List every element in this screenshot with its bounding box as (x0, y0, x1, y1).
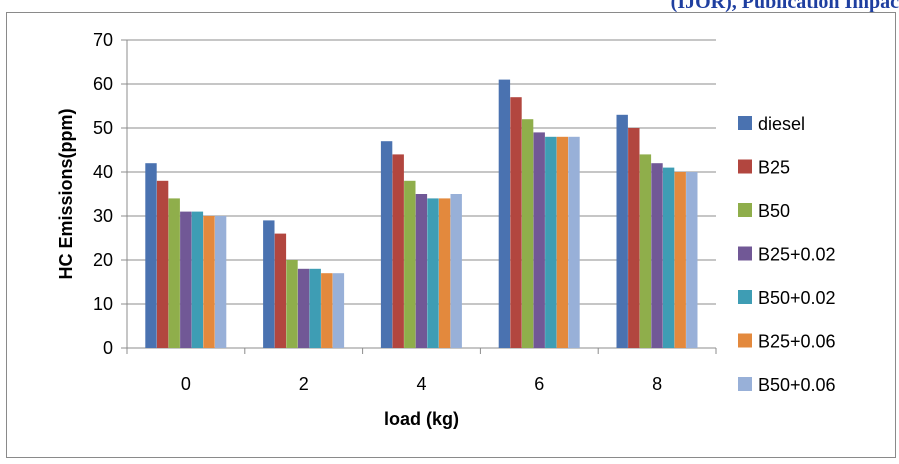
legend-swatch (738, 333, 752, 348)
legend-swatch (738, 203, 752, 217)
bar-B50-4 (404, 180, 416, 348)
bar-B50-0 (168, 198, 180, 348)
x-tick-label: 4 (416, 374, 426, 394)
legend-label: B25 (758, 158, 790, 178)
bar-B50+0.02-2 (309, 268, 321, 348)
x-tick-label: 0 (181, 374, 191, 394)
page-header-fragment: (IJOR), Publication Impac (670, 0, 899, 13)
bar-B25+0.02-2 (297, 268, 310, 348)
bar-B50+0.02-6 (545, 136, 557, 348)
y-tick-label: 30 (93, 206, 113, 226)
bar-B50+0.06-0 (214, 216, 227, 348)
bar-B25-6 (510, 97, 522, 348)
y-tick-label: 40 (93, 162, 113, 182)
bar-B25-8 (628, 128, 640, 348)
bar-B25+0.06-0 (203, 216, 215, 348)
legend-label: diesel (758, 114, 805, 134)
bar-B25-4 (392, 154, 404, 348)
bar-B25+0.06-6 (556, 136, 569, 348)
y-tick-label: 70 (93, 30, 113, 50)
y-tick-label: 0 (103, 338, 113, 358)
legend-label: B50+0.02 (758, 288, 836, 308)
bar-B50-2 (286, 260, 298, 348)
bar-B50+0.06-4 (450, 194, 462, 348)
bar-B50+0.02-0 (191, 211, 204, 348)
bars (145, 79, 698, 348)
bar-B25+0.02-6 (533, 132, 545, 348)
y-tick-label: 10 (93, 294, 113, 314)
y-axis-title: HC Emissions(ppm) (56, 108, 76, 279)
legend-swatch (738, 116, 752, 130)
bar-B50+0.06-2 (332, 273, 345, 348)
x-tick-labels: 0 2 4 6 8 (181, 374, 662, 394)
legend-swatch (738, 159, 752, 174)
bar-diesel-8 (616, 114, 628, 348)
bar-B25-2 (274, 233, 287, 348)
x-tick-label: 6 (534, 374, 544, 394)
y-tick-label: 60 (93, 74, 113, 94)
bar-B50-8 (639, 154, 652, 348)
bar-diesel-4 (380, 141, 393, 348)
bar-B25+0.06-8 (674, 172, 686, 348)
chart-frame (6, 12, 896, 458)
bar-B50+0.02-8 (662, 167, 675, 348)
y-tick-labels: 0 10 20 30 40 50 60 70 (93, 30, 113, 358)
x-tick-label: 8 (652, 374, 662, 394)
legend-label: B25+0.06 (758, 332, 836, 352)
y-tick-label: 20 (93, 250, 113, 270)
bar-B50+0.06-6 (568, 136, 580, 348)
bar-B25+0.06-4 (438, 198, 451, 348)
bar-B25+0.06-2 (321, 273, 333, 348)
legend-swatch (738, 377, 752, 391)
legend-label: B50+0.06 (758, 375, 836, 395)
bar-diesel-0 (145, 163, 157, 348)
bar-diesel-2 (263, 220, 275, 348)
legend-label: B50 (758, 201, 790, 221)
bar-diesel-6 (498, 79, 511, 348)
bar-B50+0.06-8 (686, 172, 698, 348)
x-axis-title: load (kg) (384, 409, 459, 429)
legend: diesel B25 B50 B25+0.02 B50+0.02 B25+0.06 B50+… (738, 114, 836, 395)
legend-swatch (738, 290, 752, 304)
bar-B25+0.02-0 (180, 211, 192, 348)
y-tick-label: 50 (93, 118, 113, 138)
bar-B25+0.02-4 (415, 194, 428, 348)
bar-B25+0.02-8 (651, 163, 663, 348)
bar-B50+0.02-4 (427, 198, 439, 348)
x-tick-label: 2 (299, 374, 309, 394)
legend-label: B25+0.02 (758, 245, 836, 265)
legend-swatch (738, 246, 752, 261)
bar-B25-0 (156, 180, 169, 348)
bar-B50-6 (521, 119, 534, 348)
